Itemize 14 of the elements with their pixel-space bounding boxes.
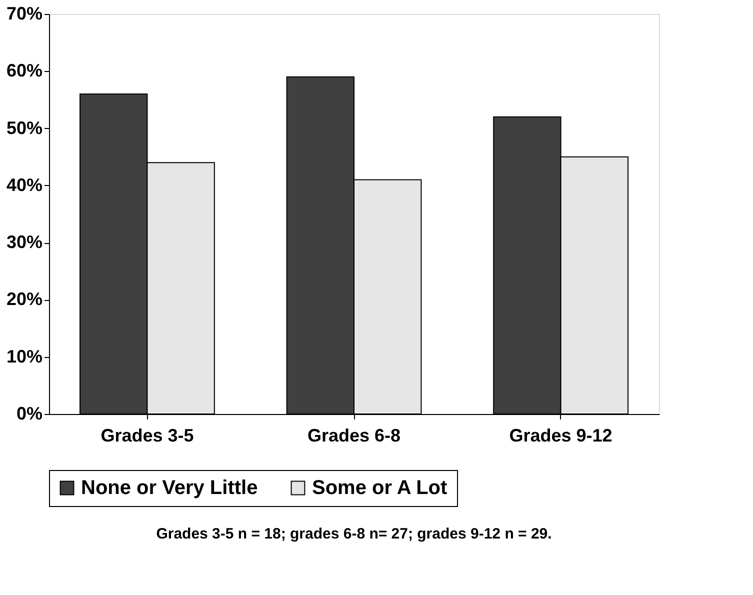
y-tick-label: 10% xyxy=(6,346,42,366)
y-tick-label: 70% xyxy=(6,4,42,24)
y-tick-label: 60% xyxy=(6,60,42,81)
y-tick-label: 0% xyxy=(16,404,42,424)
x-tick-label: Grades 9-12 xyxy=(509,426,612,446)
x-tick-label: Grades 3-5 xyxy=(100,426,194,446)
y-tick-label: 20% xyxy=(6,289,42,310)
legend-label: None or Very Little xyxy=(81,477,258,499)
text: Grades 3-5 n = 18; grades 6-8 n= 27; grades 9-12 n = 29. xyxy=(156,526,552,542)
x-tick-label: Grades 6-8 xyxy=(307,426,401,446)
y-tick-label: 50% xyxy=(6,118,42,138)
legend-label: Some or A Lot xyxy=(312,477,448,499)
y-tick-label: 40% xyxy=(6,174,42,195)
y-tick-label: 30% xyxy=(6,232,42,252)
